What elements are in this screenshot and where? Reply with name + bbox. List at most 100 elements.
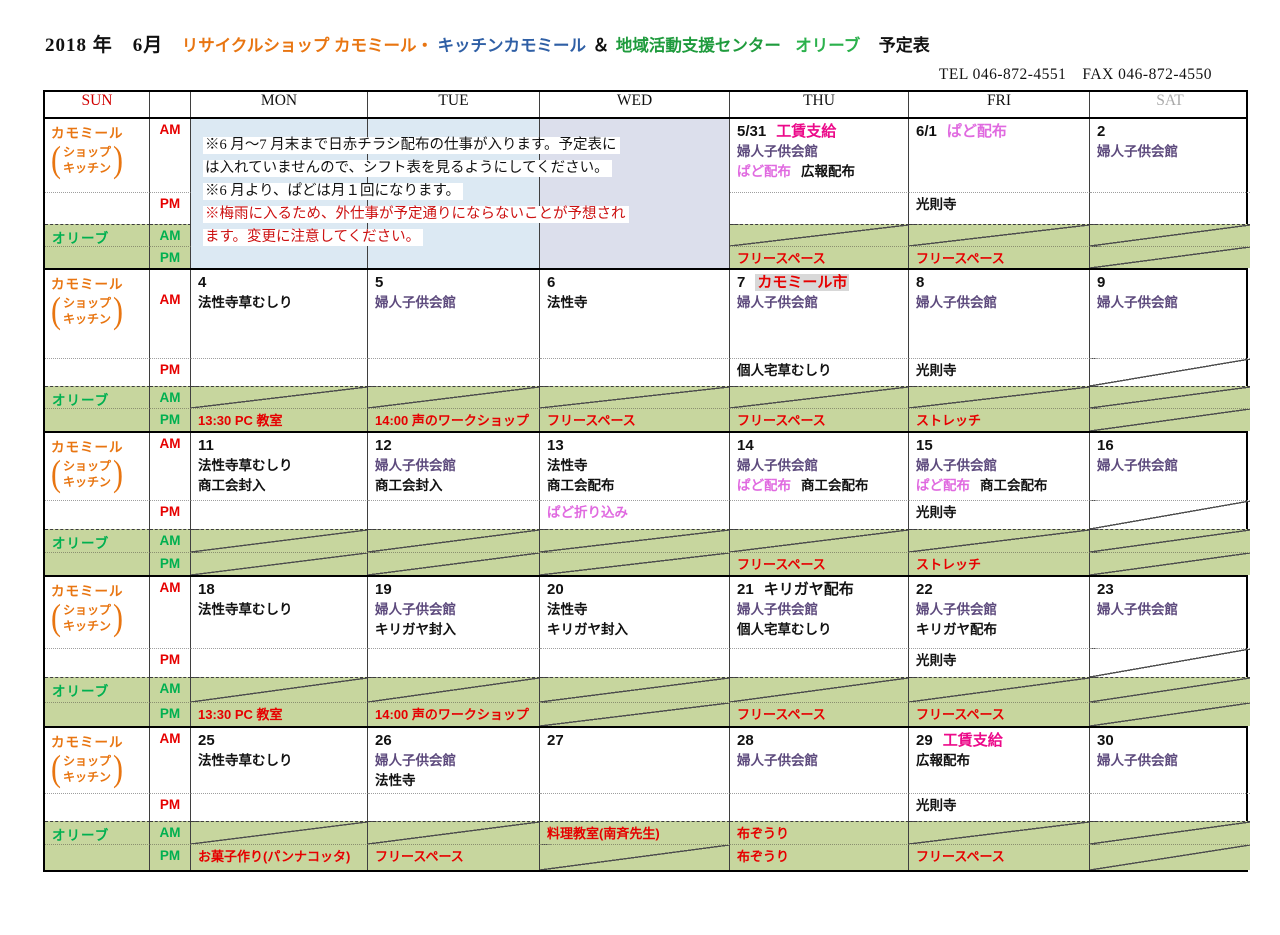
olive-cell-pm-tue: フリースペース [368, 844, 540, 870]
crossed-out-cell [1090, 408, 1250, 431]
pm-label-olive: PM [150, 702, 191, 726]
olive-event-line: フリースペース [737, 249, 902, 268]
date-number: 23 [1097, 581, 1114, 598]
kitchen-label: キッチン [63, 619, 112, 633]
day-cell-am-mon: 18 法性寺草むしり [191, 577, 368, 648]
date-line: 8 [916, 272, 1083, 293]
crossed-out-cell [1090, 386, 1250, 408]
pm-label-chamomile: PM [150, 192, 191, 224]
crossed-out-cell [1090, 821, 1250, 844]
event-text: 13:30 PC 教室 [198, 413, 283, 428]
crossed-out-cell [368, 677, 540, 702]
crossed-out-cell [191, 552, 368, 575]
event-text: 婦人子供会館 [737, 458, 818, 473]
event-line: 婦人子供会館 [737, 293, 902, 313]
event-text: 婦人子供会館 [375, 295, 456, 310]
date-line: 21 キリガヤ配布 [737, 579, 902, 600]
date-number: 26 [375, 732, 392, 749]
crossed-out-cell [540, 529, 730, 552]
olive-event-line: フリースペース [916, 249, 1083, 268]
date-number: 5 [375, 274, 384, 291]
contact-info: TEL 046-872-4551 FAX 046-872-4550 [938, 66, 1212, 83]
date-number: 15 [916, 437, 933, 454]
day-cell-pm-wed [540, 358, 730, 386]
crossed-out-cell [368, 821, 540, 844]
olive-label-spacer [45, 408, 150, 431]
date-line: 13 [547, 435, 723, 456]
day-cell-pm-fri: 光則寺 [909, 192, 1090, 224]
day-header-ampm [150, 92, 191, 117]
event-line: 商工会配布 [547, 476, 723, 496]
pm-label-chamomile: PM [150, 793, 191, 821]
olive-cell-pm-thu: 布ぞうり [730, 844, 909, 870]
day-cell-pm-mon [191, 793, 368, 821]
am-label-chamomile: AM [150, 728, 191, 793]
event-line: 光則寺 [916, 503, 1083, 523]
date-number: 16 [1097, 437, 1114, 454]
date-line: 19 [375, 579, 533, 600]
event-text: ストレッチ [916, 413, 982, 428]
event-text: フリースペース [737, 707, 826, 722]
olive-cell-pm-tue: 14:00 声のワークショップ [368, 408, 540, 431]
schedule-page: 2018 年 6月 リサイクルショップ カモミール・ キッチンカモミール ＆ 地… [0, 30, 1280, 935]
day-cell-am-wed: 6 法性寺 [540, 270, 730, 358]
week-row-5: カモミール(ショップ キッチン) オリーブ AM PM AM PM 25 法性寺草むしり お菓子作… [45, 726, 1250, 870]
date-number: 29 [916, 732, 933, 749]
olive-label: オリーブ [45, 224, 150, 246]
event-line: 婦人子供会館 [916, 456, 1083, 476]
event-text: 婦人子供会館 [1097, 295, 1178, 310]
event-line: 婦人子供会館 [1097, 600, 1244, 620]
event-text: 婦人子供会館 [916, 295, 997, 310]
olive-event-line: フリースペース [737, 411, 902, 430]
event-line: 法性寺草むしり [198, 293, 361, 313]
notes-line: ※6 月より、ぱどは月１回になります。 [203, 180, 723, 203]
event-text: 法性寺草むしり [198, 602, 293, 617]
bracket-right: ) [113, 596, 124, 638]
chamomile-sub-lines: ショップ キッチン [61, 602, 113, 634]
event-line: 法性寺 [375, 771, 533, 791]
event-line: 法性寺 [547, 293, 723, 313]
chamomile-sub-label: (ショップ キッチン) [51, 597, 147, 638]
date-number: 14 [737, 437, 754, 454]
event-line: 婦人子供会館 [375, 600, 533, 620]
olive-cell-pm-fri: ストレッチ [909, 552, 1090, 575]
event-line: 婦人子供会館 [375, 293, 533, 313]
crossed-out-cell [730, 224, 909, 246]
date-line: 5/31 工賃支給 [737, 121, 902, 142]
date-line: 20 [547, 579, 723, 600]
crossed-out-cell [1090, 246, 1250, 268]
am-label-olive: AM [150, 386, 191, 408]
day-cell-am-tue: 5 婦人子供会館 [368, 270, 540, 358]
day-cell-am-thu: 28 婦人子供会館 [730, 728, 909, 793]
event-line: 婦人子供会館 [1097, 142, 1244, 162]
event-text: 光則寺 [916, 798, 957, 813]
crossed-out-cell [1090, 224, 1250, 246]
event-text: 光則寺 [916, 363, 957, 378]
day-cell-pm-fri: 光則寺 [909, 358, 1090, 386]
date-number: 21 [737, 581, 754, 598]
olive-cell-pm-wed: フリースペース [540, 408, 730, 431]
shop-label: ショップ [63, 754, 112, 768]
olive-label-spacer [45, 246, 150, 268]
date-number: 18 [198, 581, 215, 598]
title-support-center: 地域活動支援センター [615, 37, 781, 55]
am-label-olive: AM [150, 821, 191, 844]
date-number: 28 [737, 732, 754, 749]
day-header-sat: SAT [1156, 92, 1184, 109]
crossed-out-cell [909, 529, 1090, 552]
pm-label-chamomile: PM [150, 648, 191, 677]
day-cell-am-fri: 8 婦人子供会館 [909, 270, 1090, 358]
chamomile-name: カモミール [51, 126, 124, 141]
title-year-month: 2018 年 6月 [45, 35, 164, 56]
chamomile-label: カモミール(ショップ キッチン) [45, 119, 150, 192]
olive-event-line: フリースペース [737, 555, 902, 574]
event-text: フリースペース [737, 251, 826, 266]
olive-event-line: 14:00 声のワークショップ [375, 411, 533, 430]
event-text: ストレッチ [916, 557, 982, 572]
event-text: カモミール市 [755, 274, 850, 291]
shop-label: ショップ [63, 603, 112, 617]
pm-label-olive: PM [150, 408, 191, 431]
crossed-out-cell [1090, 358, 1250, 386]
title-suffix: 予定表 [878, 36, 930, 55]
olive-label: オリーブ [45, 386, 150, 408]
